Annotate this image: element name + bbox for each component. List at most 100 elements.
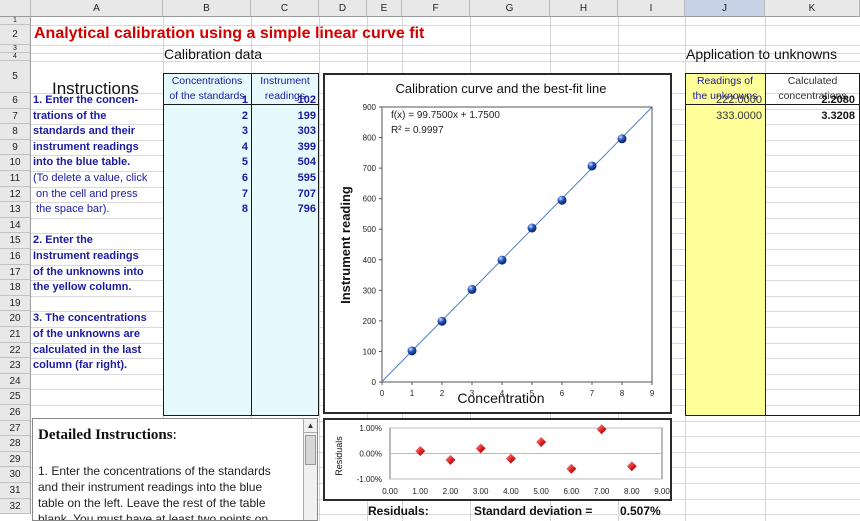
best-fit-line	[381, 106, 653, 382]
row-header-7[interactable]: 7	[0, 108, 31, 125]
row-header-30[interactable]: 30	[0, 467, 31, 483]
row-header-18[interactable]: 18	[0, 280, 31, 296]
conc-header[interactable]: Concentrations of the standards	[163, 74, 251, 104]
standard-reading-cell[interactable]: 595	[297, 172, 316, 184]
row-header-15[interactable]: 15	[0, 233, 31, 249]
standard-reading-cell[interactable]: 707	[297, 187, 316, 200]
row-header-1[interactable]: 1	[0, 17, 31, 25]
row-header-23[interactable]: 23	[0, 358, 31, 374]
standard-concentration-cell[interactable]: 7	[241, 187, 248, 200]
std-dev-label: Standard deviation =	[474, 504, 593, 518]
residuals-chart[interactable]: 1.00% 0.00% -1.00% 0.00 1.00 2.00 3.00 4.00 5.00…	[323, 418, 672, 501]
y-tick-label: 0	[372, 378, 377, 387]
residual-marker	[505, 453, 516, 464]
row-header-13[interactable]: 13	[0, 202, 31, 218]
row-header-2[interactable]: 2	[0, 25, 31, 45]
row-header-9[interactable]: 9	[0, 139, 31, 156]
row-header-8[interactable]: 8	[0, 124, 31, 140]
row-header-24[interactable]: 24	[0, 373, 31, 390]
standard-concentration-cell[interactable]: 3	[241, 125, 248, 138]
header-divider	[163, 104, 319, 105]
row-header-5[interactable]: 5	[0, 61, 31, 93]
calculated-header[interactable]: Calculated concentrations	[765, 74, 860, 104]
column-header-h[interactable]: H	[550, 0, 618, 17]
column-header-j[interactable]: J	[685, 0, 765, 17]
standard-concentration-cell[interactable]: 1	[241, 94, 248, 106]
row-header-19[interactable]: 19	[0, 295, 31, 312]
instructions-heading: Instructions	[52, 79, 139, 98]
row-header-22[interactable]: 22	[0, 342, 31, 359]
row-header-20[interactable]: 20	[0, 311, 31, 327]
residual-x-tick-label: 6.00	[564, 487, 580, 496]
row-gridline	[31, 514, 860, 516]
column-header-b[interactable]: B	[163, 0, 251, 17]
column-header-k[interactable]: K	[765, 0, 860, 17]
row-header-17[interactable]: 17	[0, 264, 31, 281]
row-header-27[interactable]: 27	[0, 420, 31, 437]
standard-reading-cell[interactable]: 504	[297, 156, 316, 169]
instruction-line: on the cell and press	[33, 187, 138, 200]
standard-concentration-cell[interactable]: 8	[241, 203, 248, 216]
corner-select-all[interactable]	[0, 0, 31, 17]
x-tick-label: 8	[620, 389, 625, 398]
detailed-scrollbar[interactable]: ▲	[303, 419, 317, 520]
sheet-title: Analytical calibration using a simple li…	[34, 25, 425, 42]
column-header-a[interactable]: A	[31, 0, 163, 17]
row-header-4[interactable]: 4	[0, 53, 31, 61]
row-header-12[interactable]: 12	[0, 186, 31, 203]
standard-concentration-cell[interactable]: 4	[241, 140, 248, 153]
residual-y-axis-label: Residuals	[334, 436, 344, 476]
standard-reading-cell[interactable]: 303	[297, 125, 316, 138]
row-header-26[interactable]: 26	[0, 405, 31, 421]
standard-reading-cell[interactable]: 399	[297, 140, 316, 153]
x-tick-label: 3	[470, 389, 475, 398]
data-point	[467, 284, 477, 294]
detailed-instructions-panel[interactable]: Detailed Instructions: 1. Enter the conc…	[32, 418, 318, 521]
data-point	[527, 223, 537, 233]
residual-x-tick-label: 9.00	[654, 487, 670, 496]
residual-y-tick-label: 0.00%	[359, 450, 382, 459]
unknown-reading-cell[interactable]: 333.0000	[716, 109, 762, 122]
calculated-header-line1: Calculated	[787, 75, 838, 87]
data-point	[497, 255, 507, 265]
row-header-16[interactable]: 16	[0, 249, 31, 265]
standard-reading-cell[interactable]: 199	[297, 109, 316, 122]
column-header-c[interactable]: C	[251, 0, 319, 17]
conc-header-line2: of the standards	[169, 90, 245, 102]
row-header-21[interactable]: 21	[0, 327, 31, 343]
reading-header[interactable]: Instrument readings	[251, 74, 319, 104]
standard-concentration-cell[interactable]: 5	[241, 156, 248, 169]
row-header-31[interactable]: 31	[0, 483, 31, 499]
column-header-i[interactable]: I	[618, 0, 685, 17]
row-header-3[interactable]: 3	[0, 45, 31, 53]
standard-reading-cell[interactable]: 796	[297, 203, 316, 216]
row-header-10[interactable]: 10	[0, 155, 31, 171]
unknown-reading-cell[interactable]: 222.0000	[716, 94, 762, 106]
x-tick-label: 0	[380, 389, 385, 398]
row-header-25[interactable]: 25	[0, 389, 31, 405]
scroll-thumb[interactable]	[305, 435, 316, 465]
row-header-28[interactable]: 28	[0, 436, 31, 452]
column-header-f[interactable]: F	[402, 0, 470, 17]
standard-reading-cell[interactable]: 102	[297, 94, 316, 106]
column-header-d[interactable]: D	[319, 0, 367, 17]
row-header-14[interactable]: 14	[0, 217, 31, 234]
standards-table-background-readings	[251, 73, 319, 416]
std-dev-value: 0.507%	[620, 504, 661, 518]
standard-concentration-cell[interactable]: 2	[241, 109, 248, 122]
instruction-line: of the unknowns are	[33, 328, 140, 340]
row-header-11[interactable]: 11	[0, 171, 31, 187]
scroll-up-arrow[interactable]: ▲	[304, 419, 317, 433]
residual-x-tick-label: 0.00	[382, 487, 398, 496]
calculated-concentration-cell: 2.2080	[821, 94, 855, 106]
row-header-29[interactable]: 29	[0, 451, 31, 468]
standard-concentration-cell[interactable]: 6	[241, 172, 248, 184]
residual-x-tick-label: 3.00	[473, 487, 489, 496]
row-header-6[interactable]: 6	[0, 93, 31, 109]
y-tick-label: 400	[363, 256, 377, 265]
calibration-chart[interactable]: Calibration curve and the best-fit line 0…	[323, 73, 672, 414]
column-header-g[interactable]: G	[470, 0, 550, 17]
row-header-32[interactable]: 32	[0, 498, 31, 515]
column-header-e[interactable]: E	[367, 0, 402, 17]
unknowns-header[interactable]: Readings of the unknowns	[685, 74, 765, 104]
